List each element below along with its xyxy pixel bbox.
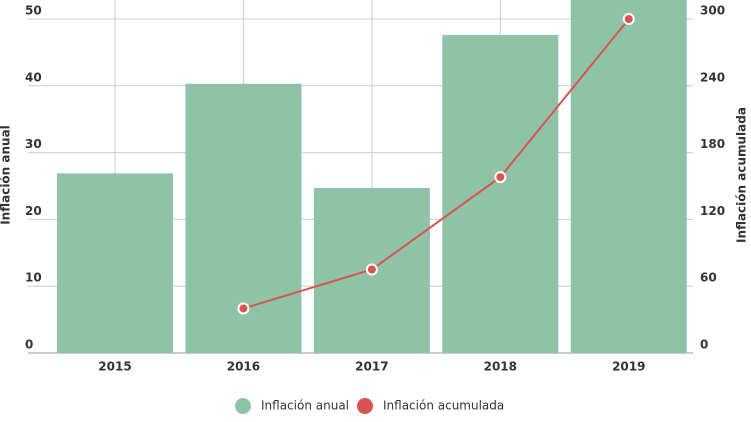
x-tick-label: 2016 <box>227 360 260 374</box>
line-point <box>494 171 507 184</box>
legend-marker <box>357 398 373 414</box>
bar <box>56 173 173 353</box>
y-tick-label: 10 <box>25 271 42 285</box>
legend: Inflación acumulada <box>383 399 504 413</box>
x-tick-label: 2017 <box>355 360 388 374</box>
y-tick-label: 0 <box>25 338 33 352</box>
y2-tick-label: 240 <box>700 70 725 84</box>
y-tick-label: 40 <box>25 70 42 84</box>
y2-axis-label: Inflación acumulada <box>735 107 749 243</box>
legend-marker <box>235 398 251 414</box>
y2-tick-label: 120 <box>700 204 725 218</box>
bar <box>570 0 687 354</box>
y2-tick-label: 0 <box>700 338 708 352</box>
x-tick-label: 2018 <box>484 360 517 374</box>
line <box>243 18 630 310</box>
line-point <box>365 263 378 276</box>
y2-tick-label: 300 <box>700 4 725 18</box>
y-tick-label: 30 <box>25 137 42 151</box>
legend: Inflación anual <box>261 399 349 413</box>
line-point <box>622 13 635 25</box>
y-tick-label: 20 <box>25 204 42 218</box>
y-axis-label: Inflación anual <box>0 125 13 225</box>
y2-tick-label: 60 <box>700 271 717 285</box>
x-tick-label: 2019 <box>612 360 645 374</box>
y-tick-label: 50 <box>25 4 42 18</box>
line-point <box>237 302 250 315</box>
bar <box>442 35 559 353</box>
y2-tick-label: 180 <box>700 137 725 151</box>
x-tick-label: 2015 <box>98 360 131 374</box>
